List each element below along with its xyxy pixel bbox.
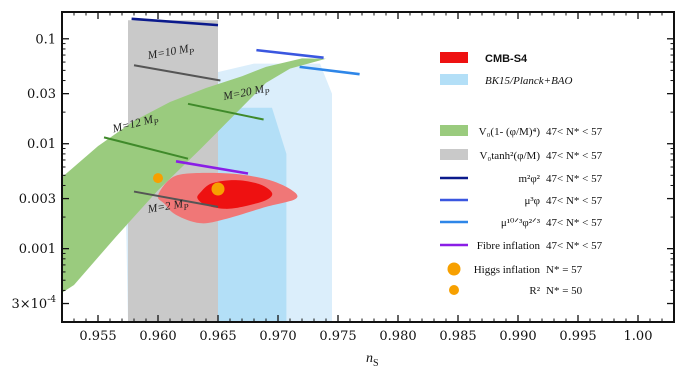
annotation-m-2-mp: M=2 MP (146, 197, 189, 217)
legend-r-swatch (449, 285, 459, 295)
legend-v-1-m-swatch (440, 125, 468, 136)
line-m-2-phi-2 (131, 17, 219, 27)
legend-cmb-s4-label: CMB-S4 (485, 53, 528, 65)
regions-layer (62, 20, 332, 322)
legend-cmb-s4-swatch (440, 52, 468, 63)
line-m-2-m-p (133, 190, 219, 208)
line-m-10-m-p (133, 64, 221, 82)
legend-r-range: N* = 50 (546, 285, 583, 297)
y-tick-label: 0.001 (19, 242, 56, 257)
legend-m-range: 47< N* < 57 (546, 173, 603, 185)
points-layer (153, 173, 225, 196)
line-mu-3-phi (256, 48, 324, 60)
legend: CMB-S4 BK15/Planck+BAO V₀(1- (φ/M)⁴) 47< N*… (440, 52, 603, 297)
x-tick-label: 0.995 (559, 329, 596, 344)
legend-m-label: m²φ² (518, 173, 540, 185)
x-tick-label: 0.980 (379, 329, 416, 344)
y-tick-label: 0.03 (27, 87, 56, 102)
legend--range: 47< N* < 57 (546, 195, 603, 207)
legend-higgs-inflation-label: Higgs inflation (474, 264, 541, 276)
x-axis: 0.955 0.960 0.965 0.970 0.975 0.980 0.985 0.990… (73, 12, 675, 344)
legend-fibre-inflation-range: 47< N* < 57 (546, 240, 603, 252)
legend-v-tanh-m-range: 47< N* < 57 (546, 150, 603, 162)
lines-layer (103, 17, 360, 208)
legend--label: μ³φ (524, 195, 540, 207)
x-tick-label: 0.955 (79, 329, 116, 344)
x-tick-label: 0.965 (199, 329, 236, 344)
x-tick-label: 0.975 (319, 329, 356, 344)
x-tick-label: 0.960 (139, 329, 176, 344)
x-tick-label: 0.990 (499, 329, 536, 344)
legend--range: 47< N* < 57 (546, 217, 603, 229)
x-tick-label: 1.00 (624, 329, 653, 344)
legend-bk15-planck-bao-label: BK15/Planck+BAO (485, 75, 573, 87)
line-fibre-inflation (175, 160, 249, 175)
line-m-12-m-p (103, 136, 189, 160)
legend-v-1-m-label: V₀(1- (φ/M)⁴) (479, 126, 541, 138)
legend-bk15-planck-bao-swatch (440, 74, 468, 85)
y-tick-label: 3×10-4 (12, 295, 57, 312)
legend-v-tanh-m-swatch (440, 149, 468, 160)
x-tick-label: 0.970 (259, 329, 296, 344)
y-tick-label: 0.01 (27, 137, 56, 152)
legend-v-1-m-range: 47< N* < 57 (546, 126, 603, 138)
legend-higgs-inflation-swatch (447, 262, 461, 276)
y-tick-label: 0.1 (35, 32, 56, 47)
legend-r-label: R² (529, 285, 540, 297)
x-tick-label: 0.985 (439, 329, 476, 344)
x-axis-label: nS (366, 351, 379, 369)
legend-fibre-inflation-label: Fibre inflation (477, 240, 541, 252)
point-higgs-inflation (211, 182, 225, 196)
y-axis: 0.1 0.03 0.01 0.003 0.001 3×10-4 (12, 32, 674, 312)
legend-v-tanh-m-label: V₀tanh²(φ/M) (479, 150, 540, 162)
y-tick-label: 0.003 (19, 192, 56, 207)
legend-higgs-inflation-range: N* = 57 (546, 264, 583, 276)
point-r-2 (153, 173, 163, 184)
line-mu-10-3-phi-2-3 (299, 65, 360, 76)
legend--label: μ¹⁰ᐟ³φ²ᐟ³ (501, 217, 541, 229)
line-m-20-m-p (187, 102, 264, 121)
